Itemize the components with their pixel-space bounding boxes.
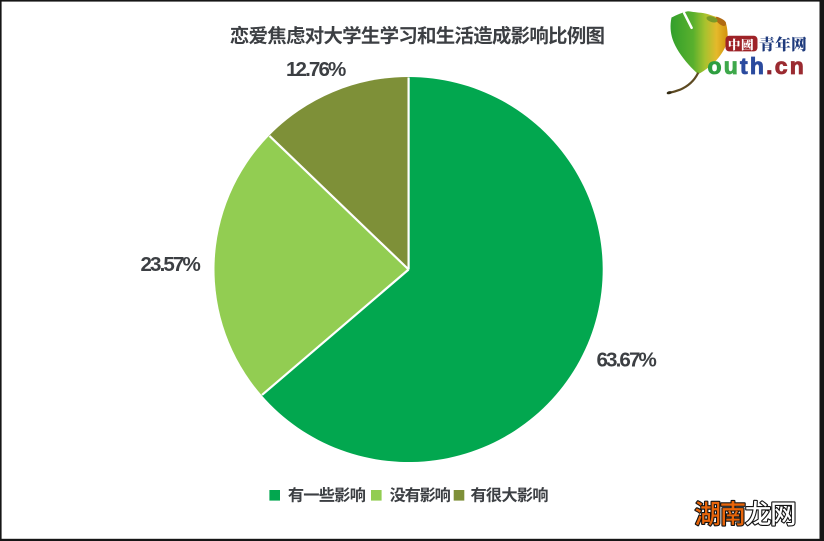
svg-text:outh.cn: outh.cn [708, 53, 806, 79]
svg-text:63.67%: 63.67% [597, 349, 657, 372]
svg-text:23.57%: 23.57% [141, 253, 201, 276]
svg-text:12.76%: 12.76% [286, 58, 346, 81]
